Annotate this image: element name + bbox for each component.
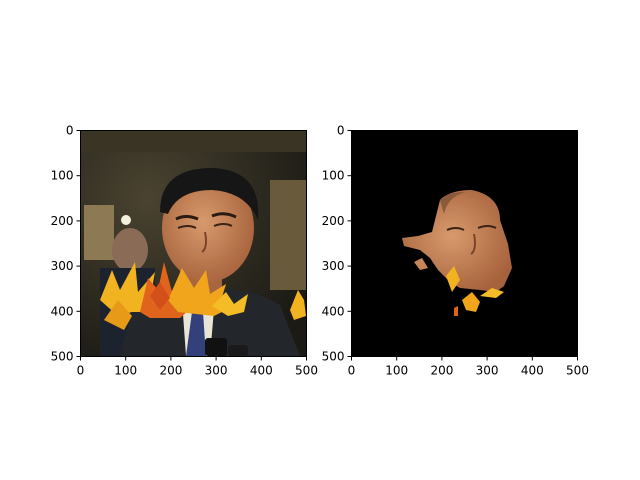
right-y-tick-label: 200 bbox=[322, 214, 345, 228]
background-light bbox=[121, 215, 131, 225]
left-y-tick-label: 400 bbox=[51, 304, 74, 318]
right-image-panel bbox=[351, 130, 577, 356]
mask-eye-right bbox=[477, 225, 497, 229]
face bbox=[162, 174, 254, 282]
mask-nose bbox=[470, 233, 476, 255]
right-x-tick-label: 300 bbox=[476, 364, 499, 378]
mask-hair-edge bbox=[440, 192, 466, 214]
leaf-fragment bbox=[446, 266, 460, 292]
leaf bbox=[104, 300, 132, 330]
left-axes-frame bbox=[80, 130, 307, 357]
left-x-tick-label: 100 bbox=[114, 364, 137, 378]
leaf-fragment bbox=[480, 288, 504, 298]
left-image-panel bbox=[80, 130, 306, 356]
right-y-tick-label: 100 bbox=[322, 169, 345, 183]
left-y-tick-label: 500 bbox=[51, 350, 74, 364]
nose bbox=[201, 231, 207, 253]
mask-skin-fragment bbox=[414, 258, 428, 270]
left-x-tick-label: 0 bbox=[77, 364, 85, 378]
eyebrows bbox=[175, 212, 237, 221]
background-person-head bbox=[112, 228, 148, 272]
right-x-tick-label: 0 bbox=[348, 364, 356, 378]
autumn-leaves-overlay bbox=[100, 262, 306, 330]
left-x-tick-label: 400 bbox=[250, 364, 273, 378]
left-y-tick-label: 0 bbox=[66, 124, 74, 138]
wall-panel-right bbox=[270, 180, 306, 290]
eye-right bbox=[213, 223, 233, 227]
left-x-tick-label: 500 bbox=[295, 364, 318, 378]
leaf-fragment bbox=[462, 292, 480, 312]
left-y-tick-label: 200 bbox=[51, 214, 74, 228]
microphone bbox=[205, 338, 227, 356]
microphone-2 bbox=[228, 345, 248, 356]
right-x-tick-label: 200 bbox=[430, 364, 453, 378]
right-x-tick-label: 100 bbox=[385, 364, 408, 378]
right-x-tick-label: 400 bbox=[521, 364, 544, 378]
right-axes-frame bbox=[351, 130, 578, 357]
doorway-left bbox=[84, 205, 114, 260]
tie bbox=[186, 312, 206, 356]
leaf bbox=[212, 292, 248, 316]
right-y-tick-label: 0 bbox=[337, 124, 345, 138]
mask-face-region bbox=[402, 190, 512, 292]
mask-leaf-fragments bbox=[414, 258, 504, 316]
ceiling-area bbox=[80, 130, 306, 152]
eye-left bbox=[177, 225, 197, 229]
right-x-tick-label: 500 bbox=[566, 364, 589, 378]
left-y-tick-label: 300 bbox=[51, 259, 74, 273]
mask-eye-left bbox=[446, 227, 465, 231]
leaf-fragment bbox=[454, 306, 458, 316]
hair bbox=[160, 168, 259, 220]
right-y-tick-label: 500 bbox=[322, 350, 345, 364]
left-y-tick-label: 100 bbox=[51, 169, 74, 183]
left-x-tick-label: 300 bbox=[205, 364, 228, 378]
leaf bbox=[290, 290, 306, 320]
right-y-tick-label: 400 bbox=[322, 304, 345, 318]
leaf bbox=[150, 282, 170, 310]
left-x-tick-label: 200 bbox=[159, 364, 182, 378]
right-y-tick-label: 300 bbox=[322, 259, 345, 273]
